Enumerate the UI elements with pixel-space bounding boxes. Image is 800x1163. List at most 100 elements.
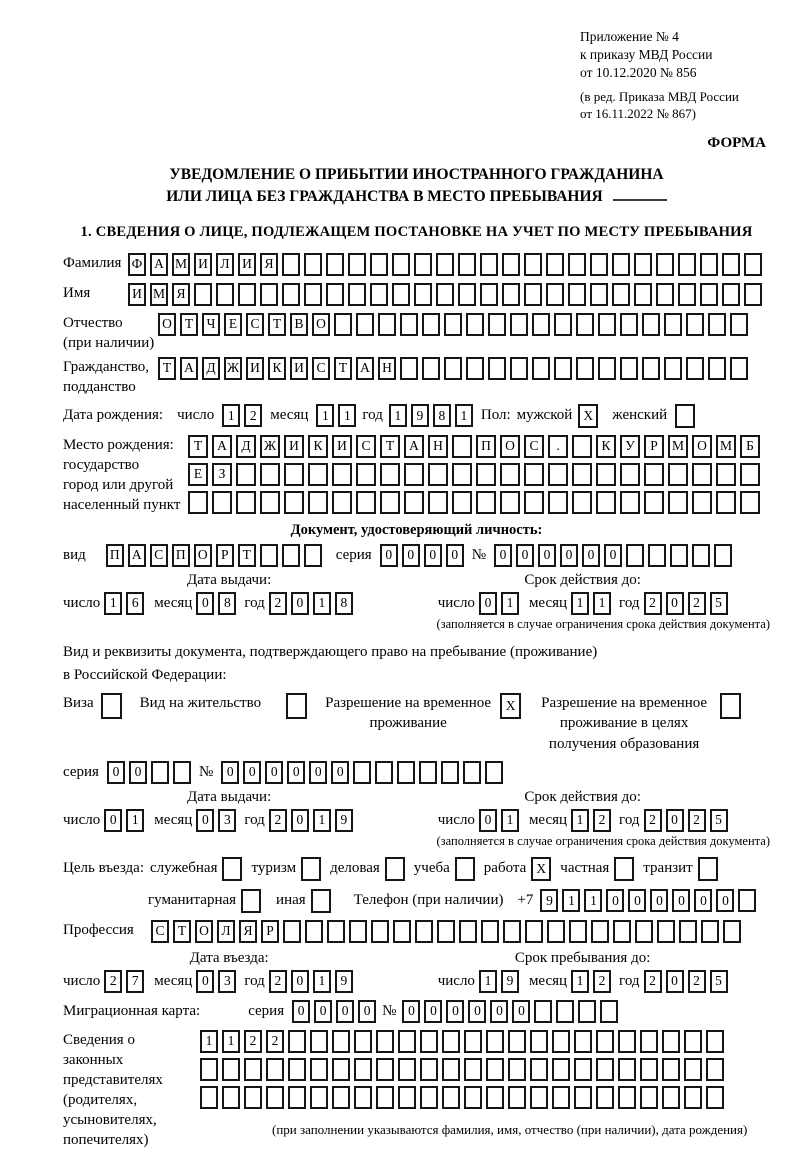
- char-cell[interactable]: С: [149, 543, 168, 567]
- char-cell[interactable]: [260, 490, 280, 514]
- char-cell[interactable]: [353, 760, 372, 784]
- char-cell[interactable]: Ч: [202, 312, 220, 336]
- char-cell[interactable]: 0: [478, 591, 497, 615]
- char-cell[interactable]: 0: [628, 889, 647, 913]
- char-cell[interactable]: [740, 462, 760, 486]
- char-cell[interactable]: 2: [643, 591, 662, 615]
- char-cell[interactable]: О: [692, 434, 712, 458]
- char-cell[interactable]: [458, 252, 476, 276]
- char-cell[interactable]: [480, 282, 498, 306]
- char-cell[interactable]: [740, 490, 760, 514]
- char-cell[interactable]: [238, 282, 256, 306]
- char-cell[interactable]: К: [268, 356, 286, 380]
- char-cell[interactable]: [356, 490, 376, 514]
- char-cell[interactable]: [305, 919, 323, 943]
- char-cell[interactable]: 2: [687, 808, 706, 832]
- char-cell[interactable]: 0: [582, 543, 600, 567]
- char-cell[interactable]: 2: [643, 969, 662, 993]
- char-cell[interactable]: 0: [358, 999, 377, 1023]
- char-cell[interactable]: [376, 1029, 394, 1053]
- char-cell[interactable]: И: [246, 356, 264, 380]
- char-cell[interactable]: З: [212, 462, 232, 486]
- char-cell[interactable]: [236, 490, 256, 514]
- char-cell[interactable]: Я: [260, 252, 278, 276]
- char-cell[interactable]: [464, 1029, 482, 1053]
- char-cell[interactable]: 0: [494, 543, 512, 567]
- char-cell[interactable]: [730, 356, 748, 380]
- char-cell[interactable]: [614, 856, 635, 881]
- purpose-humanitarian-checkbox[interactable]: [241, 888, 262, 913]
- char-cell[interactable]: [692, 462, 712, 486]
- char-cell[interactable]: 9: [334, 808, 353, 832]
- char-cell[interactable]: [620, 356, 638, 380]
- char-cell[interactable]: [618, 1085, 636, 1109]
- char-cell[interactable]: С: [524, 434, 544, 458]
- char-cell[interactable]: [400, 312, 418, 336]
- char-cell[interactable]: [591, 919, 609, 943]
- char-cell[interactable]: [678, 282, 696, 306]
- char-cell[interactable]: [486, 1029, 504, 1053]
- char-cell[interactable]: [524, 490, 544, 514]
- char-cell[interactable]: 2: [268, 808, 287, 832]
- char-cell[interactable]: [686, 312, 704, 336]
- char-cell[interactable]: [590, 252, 608, 276]
- char-cell[interactable]: [436, 282, 454, 306]
- char-cell[interactable]: [404, 490, 424, 514]
- char-cell[interactable]: 0: [196, 969, 215, 993]
- char-cell[interactable]: [281, 543, 300, 567]
- char-cell[interactable]: С: [246, 312, 264, 336]
- char-cell[interactable]: 5: [709, 969, 728, 993]
- char-cell[interactable]: 2: [266, 1029, 284, 1053]
- char-cell[interactable]: [508, 1085, 526, 1109]
- char-cell[interactable]: [304, 282, 322, 306]
- char-cell[interactable]: [722, 282, 740, 306]
- char-cell[interactable]: [459, 919, 477, 943]
- char-cell[interactable]: 0: [401, 543, 420, 567]
- char-cell[interactable]: [697, 856, 718, 881]
- char-cell[interactable]: [679, 919, 697, 943]
- char-cell[interactable]: [576, 356, 594, 380]
- char-cell[interactable]: [282, 252, 300, 276]
- char-cell[interactable]: [354, 1085, 372, 1109]
- char-cell[interactable]: [370, 252, 388, 276]
- purpose-business-checkbox[interactable]: [384, 856, 405, 881]
- char-cell[interactable]: [282, 282, 300, 306]
- char-cell[interactable]: [310, 1029, 328, 1053]
- sex-female-checkbox[interactable]: [675, 403, 696, 428]
- char-cell[interactable]: [476, 490, 496, 514]
- char-cell[interactable]: [376, 1057, 394, 1081]
- char-cell[interactable]: [598, 312, 616, 336]
- char-cell[interactable]: [327, 919, 345, 943]
- char-cell[interactable]: [634, 282, 652, 306]
- char-cell[interactable]: [701, 919, 719, 943]
- char-cell[interactable]: 2: [268, 969, 287, 993]
- char-cell[interactable]: [150, 760, 169, 784]
- purpose-official-checkbox[interactable]: [222, 856, 243, 881]
- char-cell[interactable]: [598, 356, 616, 380]
- char-cell[interactable]: [502, 282, 520, 306]
- char-cell[interactable]: 0: [490, 999, 509, 1023]
- char-cell[interactable]: [310, 1057, 328, 1081]
- char-cell[interactable]: [436, 252, 454, 276]
- char-cell[interactable]: 1: [316, 404, 335, 428]
- char-cell[interactable]: 0: [538, 543, 556, 567]
- char-cell[interactable]: 1: [571, 969, 590, 993]
- option-residence-permit-checkbox[interactable]: [286, 693, 308, 720]
- char-cell[interactable]: 0: [650, 889, 669, 913]
- char-cell[interactable]: [454, 856, 475, 881]
- char-cell[interactable]: А: [404, 434, 424, 458]
- char-cell[interactable]: [420, 1029, 438, 1053]
- char-cell[interactable]: X: [500, 693, 522, 720]
- char-cell[interactable]: [552, 1029, 570, 1053]
- char-cell[interactable]: [657, 919, 675, 943]
- char-cell[interactable]: И: [194, 252, 212, 276]
- char-cell[interactable]: [414, 282, 432, 306]
- char-cell[interactable]: [568, 252, 586, 276]
- char-cell[interactable]: А: [212, 434, 232, 458]
- char-cell[interactable]: [574, 1085, 592, 1109]
- char-cell[interactable]: [708, 312, 726, 336]
- char-cell[interactable]: 0: [265, 760, 284, 784]
- char-cell[interactable]: [332, 1057, 350, 1081]
- char-cell[interactable]: [284, 490, 304, 514]
- char-cell[interactable]: [503, 919, 521, 943]
